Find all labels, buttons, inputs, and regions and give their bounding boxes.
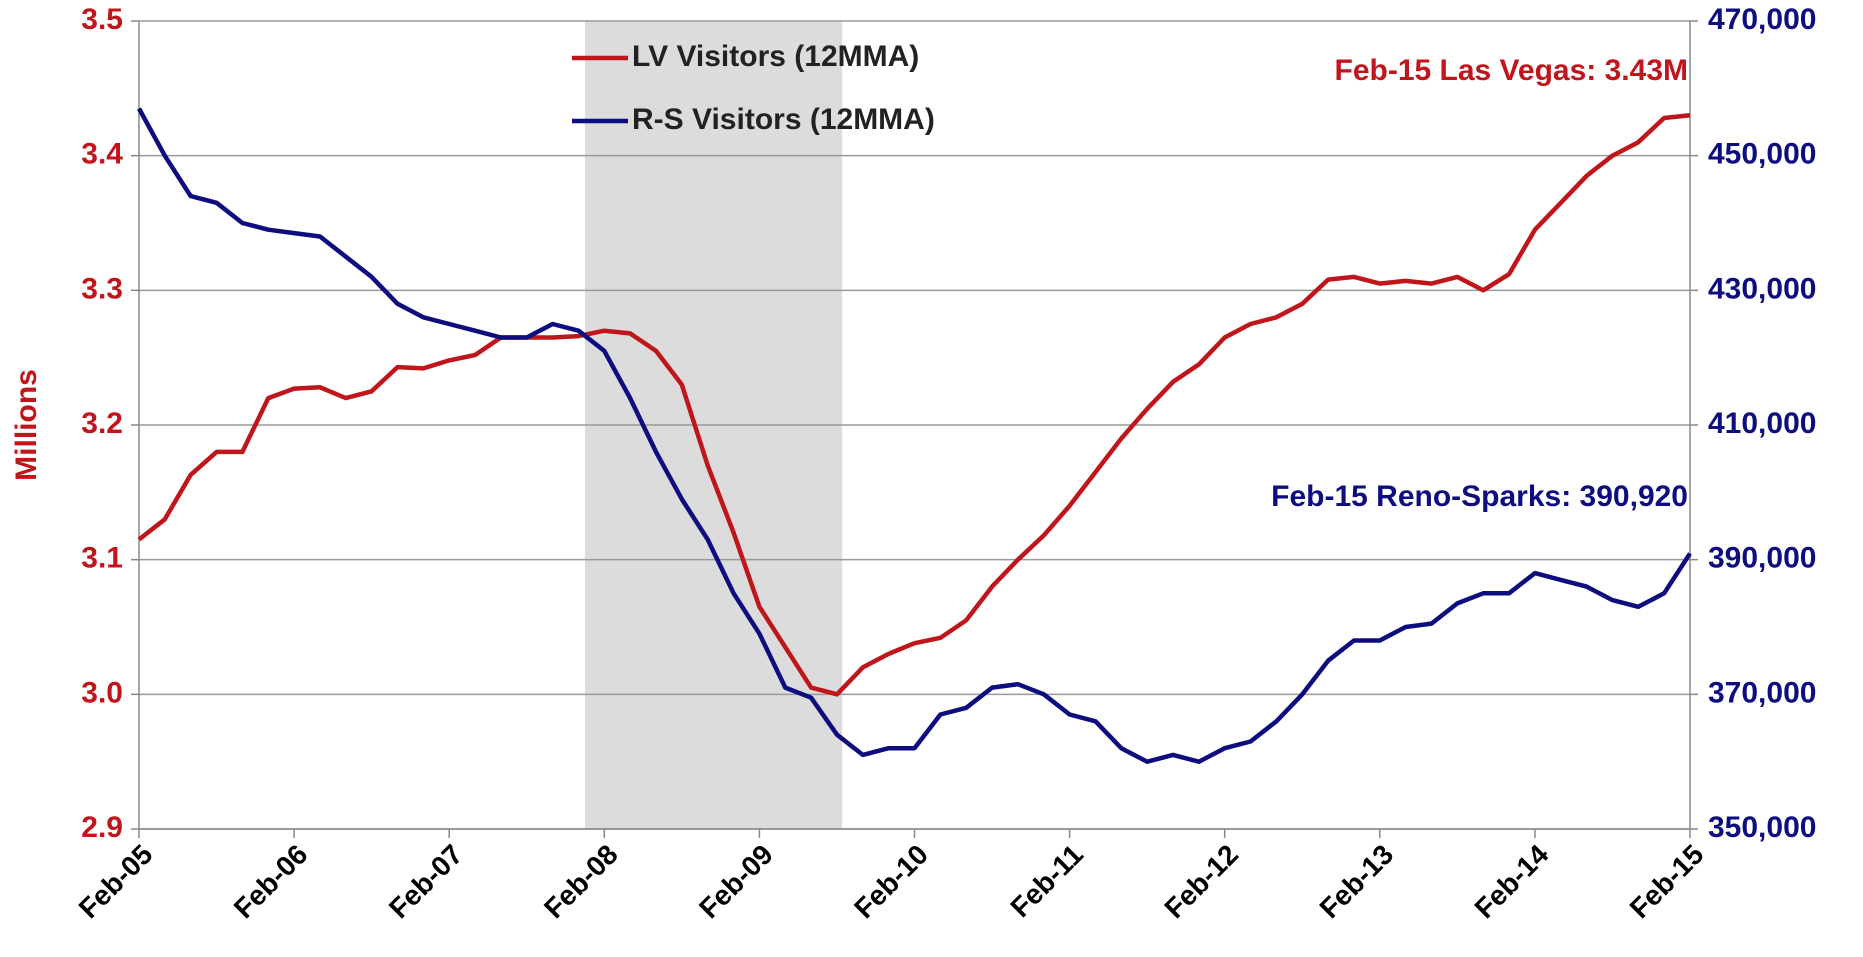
series-line bbox=[137, 107, 1692, 764]
x-tick-label: Feb-09 bbox=[693, 839, 779, 925]
y2-tick-label: 450,000 bbox=[1708, 138, 1816, 171]
y2-tick-label: 370,000 bbox=[1708, 676, 1816, 709]
y-tick-label: 3.4 bbox=[81, 138, 123, 171]
legend-label: LV Visitors (12MMA) bbox=[632, 40, 919, 73]
annotation: Feb-15 Las Vegas: 3.43M bbox=[1335, 54, 1689, 87]
x-tick-label: Feb-10 bbox=[848, 839, 934, 925]
y-tick-label: 3.3 bbox=[81, 272, 123, 305]
x-tick-label: Feb-05 bbox=[73, 839, 159, 925]
y-tick-label: 2.9 bbox=[81, 811, 123, 844]
y2-tick-label: 410,000 bbox=[1708, 407, 1816, 440]
x-tick-label: Feb-12 bbox=[1158, 839, 1244, 925]
y2-tick-label: 470,000 bbox=[1708, 3, 1816, 36]
y-tick-label: 3.0 bbox=[81, 676, 123, 709]
series-line bbox=[137, 113, 1691, 697]
y-axis-label: Millions bbox=[10, 369, 43, 481]
x-tick-label: Feb-15 bbox=[1624, 839, 1710, 925]
annotation: Feb-15 Reno-Sparks: 390,920 bbox=[1271, 480, 1688, 513]
y-tick-label: 3.2 bbox=[81, 407, 123, 440]
x-tick-label: Feb-13 bbox=[1314, 839, 1400, 925]
x-tick-label: Feb-07 bbox=[383, 839, 469, 925]
y2-tick-label: 430,000 bbox=[1708, 272, 1816, 305]
legend-label: R-S Visitors (12MMA) bbox=[632, 103, 935, 136]
y-tick-label: 3.1 bbox=[81, 542, 123, 575]
x-tick-label: Feb-08 bbox=[538, 839, 624, 925]
y2-tick-label: 350,000 bbox=[1708, 811, 1816, 844]
x-tick-label: Feb-14 bbox=[1469, 838, 1555, 924]
x-tick-label: Feb-06 bbox=[228, 839, 314, 925]
y2-tick-label: 390,000 bbox=[1708, 542, 1816, 575]
x-tick-label: Feb-11 bbox=[1004, 839, 1089, 924]
y-tick-label: 3.5 bbox=[81, 3, 123, 36]
